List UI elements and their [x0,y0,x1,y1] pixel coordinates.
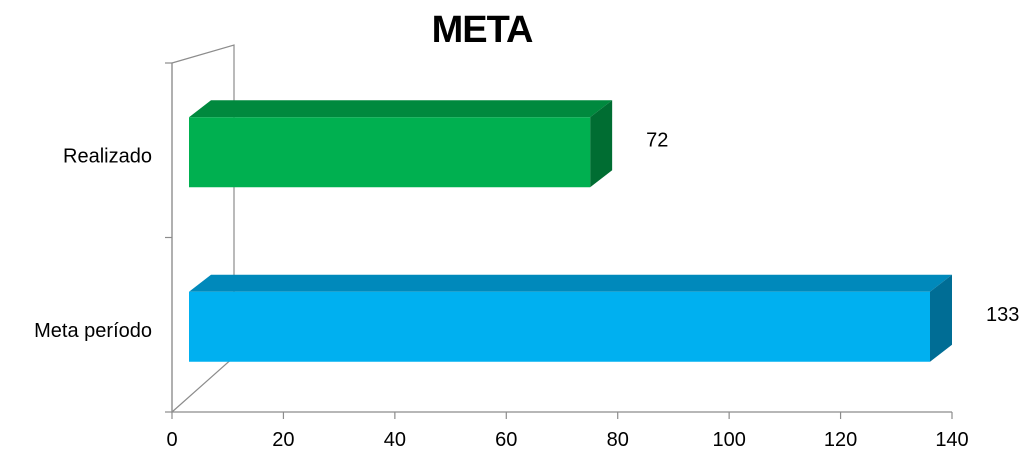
category-label: Meta período [34,320,152,342]
x-tick-label: 0 [166,429,177,451]
x-tick-label: 120 [824,429,857,451]
chart-bars [189,100,952,362]
bar-side-face [930,274,952,362]
bar [189,100,613,188]
category-label: Realizado [63,145,152,167]
x-tick-label: 60 [495,429,517,451]
x-tick-label: 100 [712,429,745,451]
x-tick-label: 40 [384,429,406,451]
bar-top-face [189,100,613,118]
x-tick-label: 80 [607,429,629,451]
bar-front-face [189,117,591,188]
chart-axes [165,44,953,419]
bar-top-face [189,274,952,292]
data-label: 133 [986,304,1019,326]
data-label: 72 [646,129,668,151]
bar-front-face [189,291,930,362]
chart-labels: 0 20 40 60 80 100 120 140 Meta período 133 Realiza… [34,129,1019,451]
chart-title: META [432,9,533,51]
bar-side-face [590,100,613,188]
bar [189,274,952,362]
x-tick-label: 20 [272,429,294,451]
x-tick-label: 140 [935,429,968,451]
